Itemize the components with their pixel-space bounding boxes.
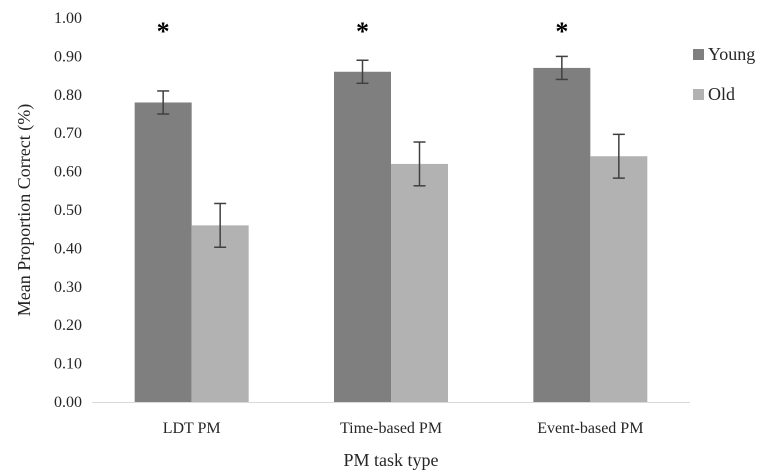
y-tick-label: 1.00 xyxy=(54,10,82,27)
bar-young-1 xyxy=(134,102,192,402)
y-tick-label: 0.40 xyxy=(54,240,82,257)
legend-swatch-young xyxy=(693,49,704,60)
x-axis-category-labels: LDT PM Time-based PM Event-based PM xyxy=(163,420,644,437)
y-tick-label: 0.10 xyxy=(54,356,82,373)
significance-marker: * xyxy=(555,17,568,46)
y-tick-label: 0.80 xyxy=(54,87,82,104)
bar-old-3 xyxy=(590,156,648,402)
error-bar-young-2 xyxy=(356,59,369,85)
y-tick-label: 0.60 xyxy=(54,164,82,181)
x-category-label: LDT PM xyxy=(163,420,221,437)
y-axis-ticks: 0.00 0.10 0.20 0.30 0.40 0.50 0.60 0.70 0.80 0.90… xyxy=(54,10,82,411)
y-tick-label: 0.30 xyxy=(54,279,82,296)
error-bars xyxy=(157,55,625,248)
y-tick-label: 0.70 xyxy=(54,125,82,142)
significance-marker: * xyxy=(157,17,170,46)
error-bar-old-2 xyxy=(413,141,426,187)
bars xyxy=(134,67,648,403)
y-tick-label: 0.20 xyxy=(54,317,82,334)
error-bar-old-3 xyxy=(612,133,625,179)
x-category-label: Event-based PM xyxy=(537,420,643,437)
y-tick-label: 0.50 xyxy=(54,202,82,219)
y-tick-label: 0.90 xyxy=(54,48,82,65)
bar-old-1 xyxy=(191,225,249,402)
significance-markers: * * * xyxy=(157,17,569,46)
bar-young-2 xyxy=(334,71,391,402)
significance-marker: * xyxy=(356,17,369,46)
legend: Young Old xyxy=(693,44,755,104)
bar-old-2 xyxy=(391,163,448,402)
legend-label-old: Old xyxy=(708,84,735,104)
y-axis-title: Mean Proportion Correct (%) xyxy=(14,104,35,316)
x-axis-title: PM task type xyxy=(343,450,438,470)
error-bar-old-1 xyxy=(214,202,227,248)
error-bar-young-1 xyxy=(157,90,170,115)
legend-label-young: Young xyxy=(708,44,755,64)
bar-young-3 xyxy=(533,67,591,403)
error-bar-young-3 xyxy=(555,55,568,81)
legend-swatch-old xyxy=(693,89,704,100)
y-tick-label: 0.00 xyxy=(54,394,82,411)
x-category-label: Time-based PM xyxy=(340,420,442,437)
